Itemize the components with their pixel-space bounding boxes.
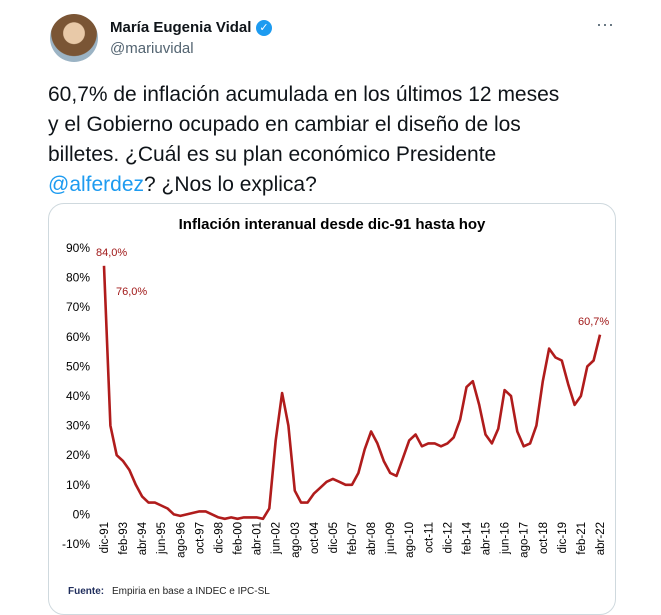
x-tick-label: abr-01	[252, 522, 264, 555]
x-tick-label: abr-15	[481, 522, 493, 555]
x-tick-label: jun-95	[156, 522, 168, 555]
more-menu[interactable]: ···	[596, 14, 614, 34]
y-tick-label: 90%	[66, 241, 90, 255]
x-tick-label: dic-19	[557, 522, 569, 553]
line	[102, 265, 602, 521]
x-tick-label: dic-05	[328, 522, 340, 553]
text-line: @alferdez? ¿Nos lo explica?	[48, 170, 559, 200]
x-tick-label: abr-22	[595, 522, 607, 555]
annotation: 60,7%	[578, 316, 609, 328]
y-tick-label: 40%	[66, 389, 90, 403]
y-tick-label: 0%	[73, 507, 91, 521]
text-line: billetes. ¿Cuál es su plan económico Pre…	[48, 143, 497, 166]
x-tick-label: dic-12	[442, 522, 454, 553]
y-tick-label: 70%	[66, 300, 90, 314]
x-tick-label: abr-94	[137, 521, 149, 555]
y-tick-label: 30%	[66, 419, 90, 433]
chart-title: Inflación interanual desde dic-91 hasta …	[179, 216, 486, 233]
mention[interactable]: @alferdez	[48, 173, 145, 196]
author-handle[interactable]: @mariuvidal	[110, 40, 194, 57]
x-tick-label: jun-02	[271, 522, 283, 555]
x-tick-label: ago-17	[519, 522, 531, 558]
y-tick-label: -10%	[62, 537, 90, 551]
source: Empiria en base a INDEC e IPC-SL	[112, 586, 270, 597]
x-tick-label: dic-98	[213, 522, 225, 553]
avatar[interactable]	[50, 14, 98, 62]
x-tick-label: feb-14	[461, 521, 473, 554]
x-tick-label: feb-00	[233, 522, 245, 555]
x-tick-label: ago-10	[404, 522, 416, 558]
x-tick-label: oct-97	[194, 522, 206, 554]
x-tick-label: dic-91	[99, 522, 111, 553]
y-tick-label: 10%	[66, 478, 90, 492]
x-tick-label: feb-21	[576, 522, 588, 555]
x-tick-label: oct-18	[538, 522, 550, 554]
y-tick-label: 60%	[66, 330, 90, 344]
text-line: y el Gobierno ocupado en cambiar el dise…	[48, 113, 521, 136]
annotation: 84,0%	[96, 247, 127, 259]
verified-badge: ✓	[256, 20, 272, 36]
y-tick-label: 50%	[66, 359, 90, 373]
y-tick-label: 20%	[66, 448, 90, 462]
tweet-text: 60,7% de inflación acumulada en los últi…	[48, 80, 559, 200]
x-tick-label: oct-11	[423, 522, 435, 553]
x-tick-label: feb-93	[118, 522, 130, 555]
text-line: 60,7% de inflación acumulada en los últi…	[48, 83, 560, 106]
x-tick-label: jun-09	[385, 522, 397, 555]
text-end: ? ¿Nos lo explica?	[144, 173, 317, 196]
x-tick-label: oct-04	[309, 521, 321, 554]
x-tick-label: ago-03	[290, 522, 302, 558]
source-label: Fuente:	[68, 586, 104, 597]
x-tick-label: abr-08	[366, 522, 378, 555]
x-tick-label: jun-16	[500, 522, 512, 555]
x-tick-label: ago-96	[175, 522, 187, 558]
y-tick-label: 80%	[66, 271, 90, 285]
annotation: 76,0%	[116, 286, 147, 298]
x-tick-label: feb-07	[347, 522, 359, 555]
author-name[interactable]: María Eugenia Vidal	[110, 19, 252, 36]
